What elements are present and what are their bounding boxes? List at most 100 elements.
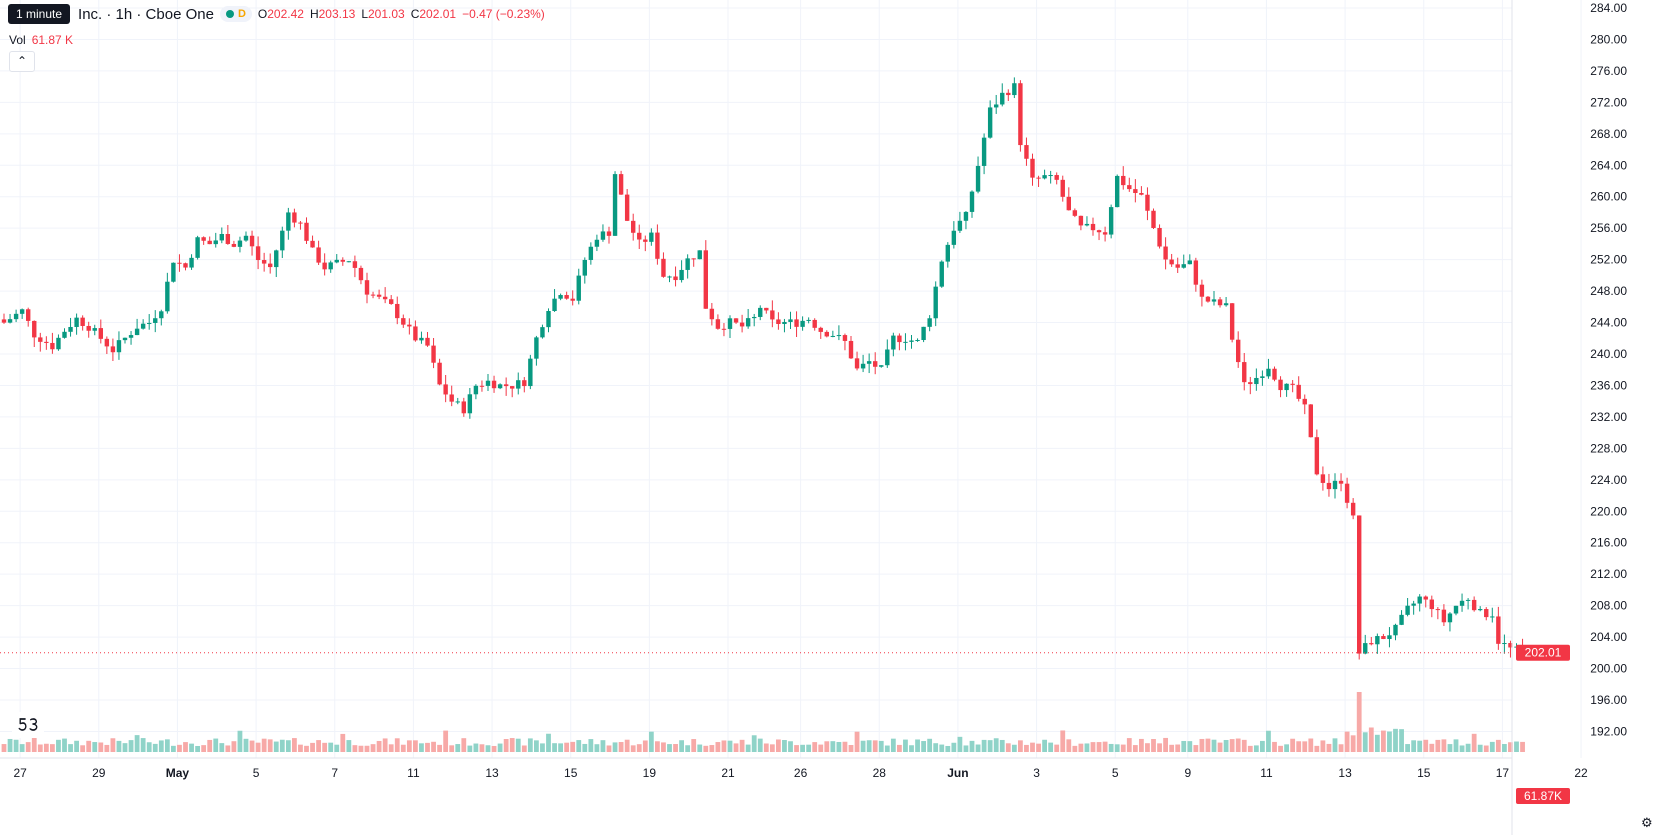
candle-body xyxy=(709,308,715,320)
volume-bar xyxy=(400,744,406,752)
volume-bar xyxy=(866,740,872,752)
volume-bar xyxy=(1362,732,1368,752)
candle-body xyxy=(1236,339,1241,363)
candle-body xyxy=(806,319,811,321)
candle xyxy=(497,383,503,390)
candle xyxy=(268,253,273,274)
volume-bar xyxy=(1145,743,1150,752)
candle-body xyxy=(225,233,231,244)
candle-body xyxy=(1363,643,1368,654)
candle xyxy=(431,338,436,369)
candle xyxy=(1024,137,1029,166)
candle-body xyxy=(1012,83,1017,96)
gear-icon[interactable]: ⚙ xyxy=(1641,815,1653,830)
candle-body xyxy=(1381,636,1386,640)
y-tick-label: 196.00 xyxy=(1590,693,1627,707)
candle xyxy=(576,268,581,305)
open-label: O xyxy=(257,7,268,21)
candle xyxy=(159,309,164,326)
candle xyxy=(56,334,61,351)
volume-bar xyxy=(7,738,13,752)
candle-body xyxy=(298,222,303,224)
candle xyxy=(1332,473,1338,499)
candle-body xyxy=(1042,175,1047,179)
candle-body xyxy=(1508,643,1513,648)
candle xyxy=(1133,179,1138,203)
volume-bar xyxy=(697,744,703,752)
volume-bar xyxy=(171,745,176,752)
candle xyxy=(806,317,811,324)
candle xyxy=(395,296,400,325)
volume-bar xyxy=(1175,744,1181,752)
candle xyxy=(491,375,497,393)
volume-bar xyxy=(751,735,757,752)
candle xyxy=(1308,404,1313,438)
candle xyxy=(1,313,7,324)
candle-body xyxy=(322,262,327,270)
candle xyxy=(310,235,315,248)
candle xyxy=(1405,598,1410,617)
volume-bar xyxy=(237,730,243,752)
volume-bar xyxy=(346,740,352,752)
market-status[interactable]: D xyxy=(219,6,252,22)
candle xyxy=(473,384,479,400)
tradingview-logo-icon[interactable]: 𝟻𝟹 xyxy=(12,712,44,738)
candle-body xyxy=(243,235,249,241)
candle xyxy=(510,386,515,398)
candle-body xyxy=(1459,600,1465,606)
candle xyxy=(1471,596,1477,612)
symbol-title[interactable]: Inc. · 1h · Cboe One xyxy=(78,5,214,23)
volume-bar xyxy=(25,742,31,752)
candle-body xyxy=(1344,483,1350,503)
candle-body xyxy=(1478,609,1483,611)
candle xyxy=(624,188,630,222)
volume-bar xyxy=(364,745,370,752)
x-tick-label: 13 xyxy=(485,766,499,780)
candle-body xyxy=(1260,376,1265,378)
candle-body xyxy=(727,318,733,329)
candle xyxy=(933,281,938,327)
candle-body xyxy=(866,361,872,364)
volume-bar xyxy=(1132,745,1138,752)
volume-bar xyxy=(1235,738,1241,752)
volume-bar xyxy=(1302,741,1308,752)
candle xyxy=(322,253,327,276)
volume-bar xyxy=(104,744,110,752)
candle-body xyxy=(19,309,25,314)
candle xyxy=(207,236,212,245)
candle xyxy=(50,332,55,354)
candle-body xyxy=(788,319,793,322)
candle-body xyxy=(1435,609,1441,611)
candle-body xyxy=(1357,515,1362,654)
candle xyxy=(1139,186,1144,196)
volume-bar xyxy=(74,740,79,752)
candle xyxy=(80,315,85,331)
candlesticks xyxy=(1,77,1525,660)
collapse-legend-button[interactable]: ⌃ xyxy=(9,51,35,72)
candle-body xyxy=(274,250,279,268)
candle xyxy=(915,338,920,342)
candle-body xyxy=(237,240,243,247)
volume-bar xyxy=(1084,743,1090,752)
candle xyxy=(957,211,963,233)
candle xyxy=(903,333,908,351)
candle xyxy=(606,226,612,244)
candle xyxy=(570,290,575,306)
last-price-badge-bg xyxy=(1516,644,1570,661)
candle-body xyxy=(183,263,188,268)
candle xyxy=(534,335,539,366)
volume-bar xyxy=(98,742,104,752)
volume-bar xyxy=(576,740,582,752)
candle xyxy=(213,232,218,248)
candle-body xyxy=(497,384,503,389)
volume-bar xyxy=(80,745,86,752)
y-tick-label: 248.00 xyxy=(1590,284,1627,298)
candle-body xyxy=(153,318,158,323)
volume-bar xyxy=(1078,743,1084,752)
y-tick-label: 284.00 xyxy=(1590,1,1627,15)
candle-body xyxy=(1108,207,1114,235)
candle xyxy=(540,324,545,339)
volume-bar xyxy=(600,740,606,752)
x-tick-label: 15 xyxy=(564,766,578,780)
